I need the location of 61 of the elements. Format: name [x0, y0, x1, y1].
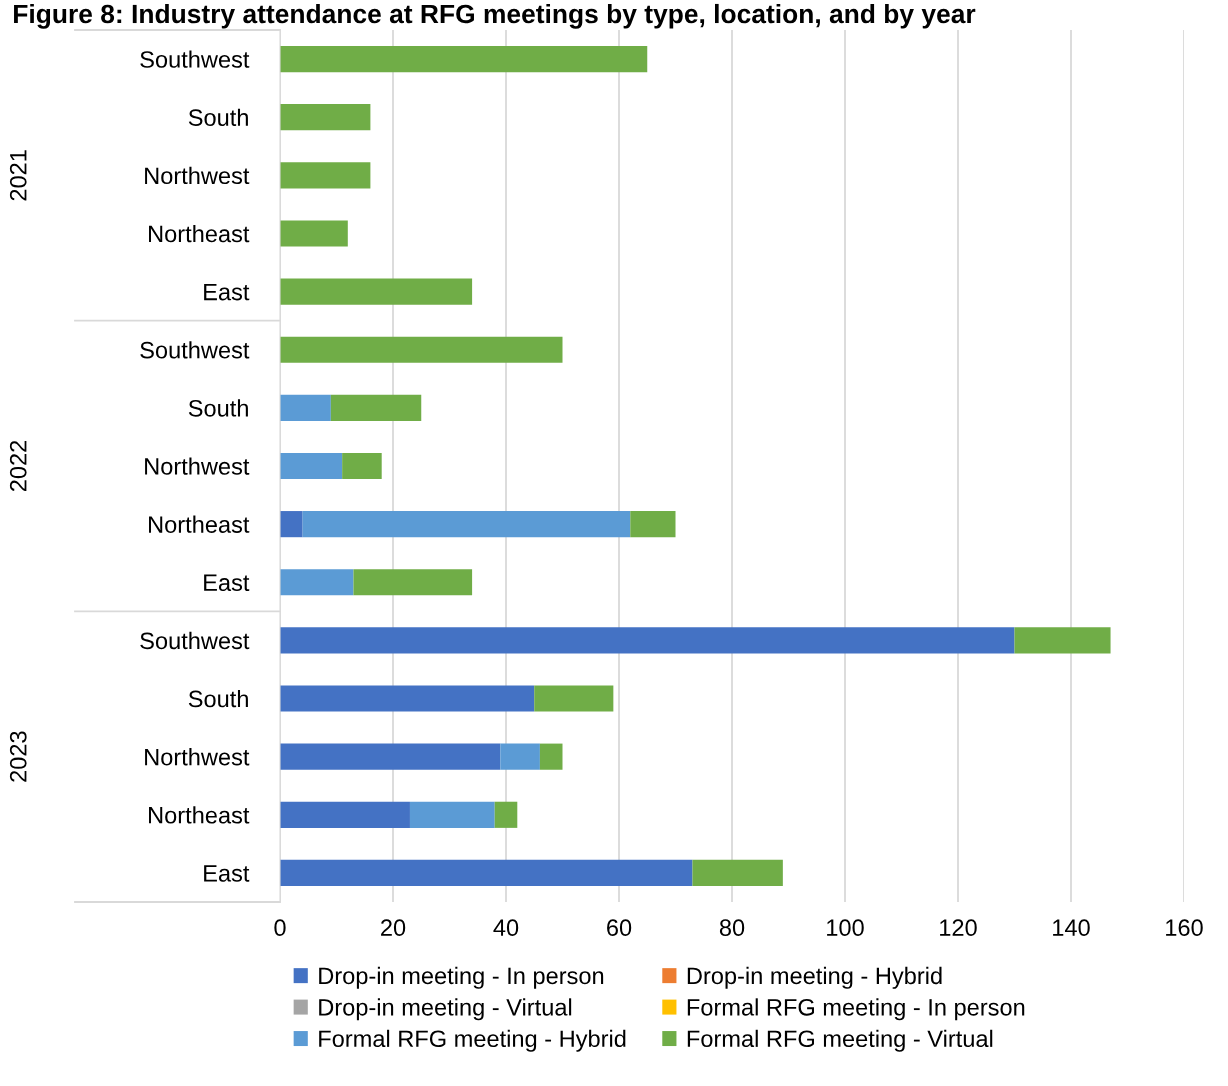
y-tick-label: Northeast: [149, 515, 250, 533]
bar: [280, 859, 693, 887]
text: 2022: [9, 440, 27, 492]
bar: [330, 394, 422, 421]
bar: [280, 627, 1015, 654]
bar: [280, 743, 501, 770]
x-tick-label: 160: [1166, 919, 1203, 937]
bar: [280, 801, 410, 828]
bar: [539, 743, 563, 770]
bar: [280, 220, 348, 247]
legend-label: Drop-in meeting - In person: [319, 966, 604, 989]
bar: [280, 452, 343, 480]
x-tick-label: 120: [940, 919, 977, 937]
bar: [280, 162, 371, 189]
y-tick-label: Southwest: [140, 341, 250, 359]
y-tick-label: Northwest: [145, 457, 250, 475]
bar: [280, 336, 563, 363]
x-tick-label: 20: [381, 919, 406, 937]
bar: [280, 511, 303, 538]
bar: [409, 801, 495, 828]
y-tick-label: South: [188, 108, 248, 126]
bar: [342, 452, 382, 480]
legend-label: Drop-in meeting - Virtual: [319, 998, 572, 1021]
x-tick-label: 100: [827, 919, 864, 937]
y-tick-label: South: [188, 399, 248, 417]
bar: [280, 394, 331, 421]
y-tick-label: Northeast: [149, 224, 250, 243]
x-tick-label: 80: [719, 919, 745, 937]
y-tick-label: Northwest: [145, 748, 250, 766]
y-tick-label: Northwest: [145, 166, 250, 185]
bar: [1014, 627, 1111, 654]
x-tick-label: 140: [1053, 919, 1090, 937]
legend-label: Formal RFG meeting - Virtual: [687, 1029, 993, 1052]
bar: [500, 743, 540, 770]
x-tick-label: 0: [274, 919, 286, 937]
legend-label: Formal RFG meeting - In person: [687, 998, 1025, 1021]
bar: [692, 859, 783, 887]
bar: [534, 685, 614, 712]
bar: [280, 45, 648, 73]
bar: [494, 801, 518, 828]
x-tick-label: 60: [607, 919, 632, 937]
y-tick-label: South: [188, 689, 248, 708]
text: 2023: [9, 731, 27, 782]
y-tick-label: East: [204, 865, 250, 882]
legend-label: Formal RFG meeting - Hybrid: [319, 1029, 626, 1052]
y-tick-label: East: [204, 283, 250, 301]
legend-label: Drop-in meeting - Hybrid: [687, 966, 942, 989]
y-tick-label: Northeast: [149, 806, 250, 824]
text: 2021: [9, 150, 27, 201]
x-tick-label: 40: [493, 919, 519, 937]
bar: [302, 511, 631, 538]
bar: [280, 685, 535, 712]
bar: [353, 569, 473, 596]
bar: [280, 569, 354, 596]
y-tick-label: East: [204, 574, 250, 592]
bar: [280, 104, 371, 131]
y-tick-label: Southwest: [140, 631, 250, 650]
bar: [280, 278, 473, 305]
bar: [630, 511, 676, 538]
chart-title: Figure 8: Industry attendance at RFG meetings by type, location, and by year: [14, 3, 976, 29]
y-tick-label: Southwest: [140, 50, 250, 68]
